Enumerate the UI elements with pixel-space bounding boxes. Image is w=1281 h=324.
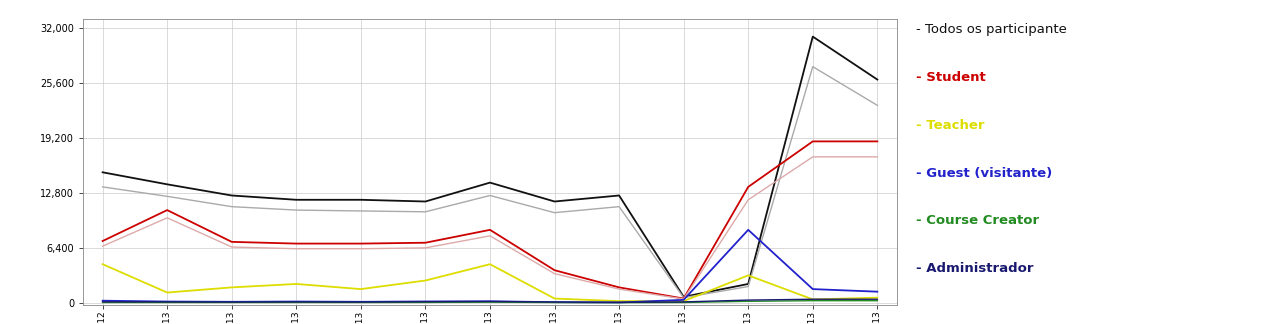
Text: - Course Creator: - Course Creator xyxy=(916,214,1039,227)
Text: - Guest (visitante): - Guest (visitante) xyxy=(916,167,1052,179)
Text: - Teacher: - Teacher xyxy=(916,119,984,132)
Text: - Student: - Student xyxy=(916,71,985,84)
Text: - Todos os participante: - Todos os participante xyxy=(916,23,1067,36)
Text: - Administrador: - Administrador xyxy=(916,262,1034,275)
